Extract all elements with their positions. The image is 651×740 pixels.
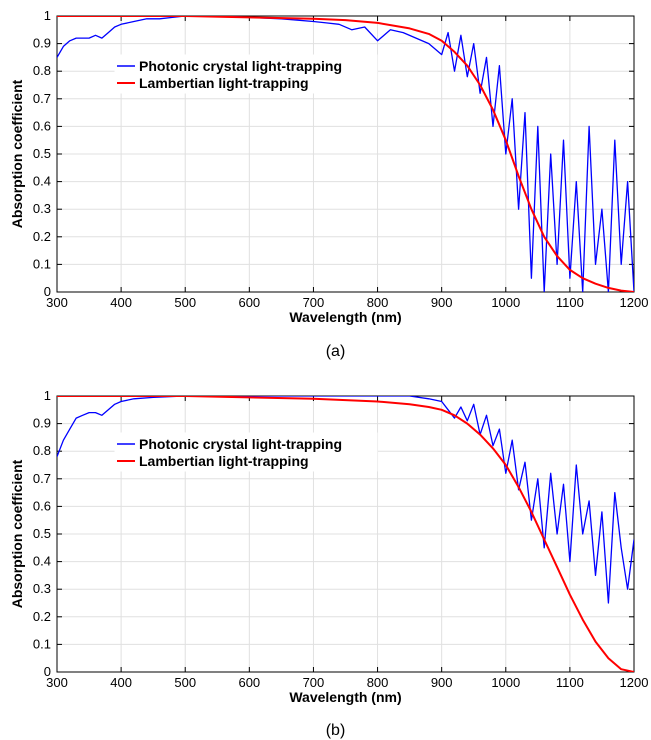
x-tick-label: 900 [431, 675, 453, 690]
legend-label: Photonic crystal light-trapping [139, 58, 342, 74]
x-tick-label: 700 [303, 675, 325, 690]
y-tick-label: 0.6 [33, 498, 51, 513]
y-tick-label: 0.8 [33, 443, 51, 458]
y-tick-label: 0 [44, 664, 51, 679]
x-tick-label: 300 [46, 295, 68, 310]
x-tick-label: 600 [238, 675, 260, 690]
legend-box [114, 432, 378, 472]
x-tick-label: 1100 [556, 675, 584, 690]
x-tick-label: 600 [238, 295, 260, 310]
chart-a: 300 400 500 600 700 800 900 1000 1100 1200 0 0.1 0.2… [9, 8, 648, 360]
chart-b: 300 400 500 600 700 800 900 1000 1100 1200 0 0.1 0.2… [9, 388, 648, 739]
y-tick-label: 0.1 [33, 256, 51, 271]
y-axis-label: Absorption coefficient [9, 79, 25, 228]
legend-label: Lambertian light-trapping [139, 75, 309, 91]
y-tick-label: 0.5 [33, 146, 51, 161]
y-tick-label: 0.9 [33, 36, 51, 51]
legend: Photonic crystal light-trappingLambertia… [114, 432, 378, 472]
y-tick-label: 0.4 [33, 174, 51, 189]
y-tick-label: 0.7 [33, 471, 51, 486]
x-tick-label: 700 [303, 295, 325, 310]
series-photonic-line [57, 396, 634, 604]
x-tick-label: 500 [174, 295, 196, 310]
x-tick-label: 900 [431, 295, 453, 310]
x-tick-label: 800 [367, 295, 389, 310]
y-tick-label: 0.1 [33, 636, 51, 651]
y-tick-label: 0.6 [33, 118, 51, 133]
legend-label: Photonic crystal light-trapping [139, 436, 342, 452]
x-axis-label: Wavelength (nm) [289, 309, 401, 325]
legend-label: Lambertian light-trapping [139, 453, 309, 469]
x-tick-label: 400 [110, 295, 132, 310]
y-tick-label: 0.2 [33, 609, 51, 624]
y-tick-label: 0 [44, 284, 51, 299]
y-tick-label: 0.3 [33, 581, 51, 596]
y-tick-label: 0.8 [33, 63, 51, 78]
x-tick-label: 1200 [620, 295, 649, 310]
x-tick-label: 800 [367, 675, 389, 690]
x-tick-label: 1000 [491, 295, 520, 310]
x-tick-label: 1100 [556, 295, 584, 310]
x-axis-label: Wavelength (nm) [289, 689, 401, 705]
legend: Photonic crystal light-trappingLambertia… [114, 54, 378, 94]
y-tick-label: 1 [44, 388, 51, 403]
x-tick-label: 300 [46, 675, 68, 690]
y-tick-label: 0.2 [33, 229, 51, 244]
figure-caption: (b) [326, 722, 346, 739]
series-lambertian-line [57, 16, 634, 292]
x-tick-label: 1000 [491, 675, 520, 690]
x-tick-label: 400 [110, 675, 132, 690]
y-tick-label: 0.9 [33, 416, 51, 431]
x-tick-label: 500 [174, 675, 196, 690]
y-tick-label: 0.3 [33, 201, 51, 216]
x-tick-label: 1200 [620, 675, 649, 690]
y-tick-label: 0.7 [33, 91, 51, 106]
y-tick-label: 0.4 [33, 554, 51, 569]
legend-box [114, 54, 378, 94]
y-tick-label: 1 [44, 8, 51, 23]
figure-caption: (a) [326, 343, 346, 360]
y-axis-label: Absorption coefficient [9, 459, 25, 608]
y-tick-label: 0.5 [33, 526, 51, 541]
series-lambertian-line [57, 396, 634, 672]
